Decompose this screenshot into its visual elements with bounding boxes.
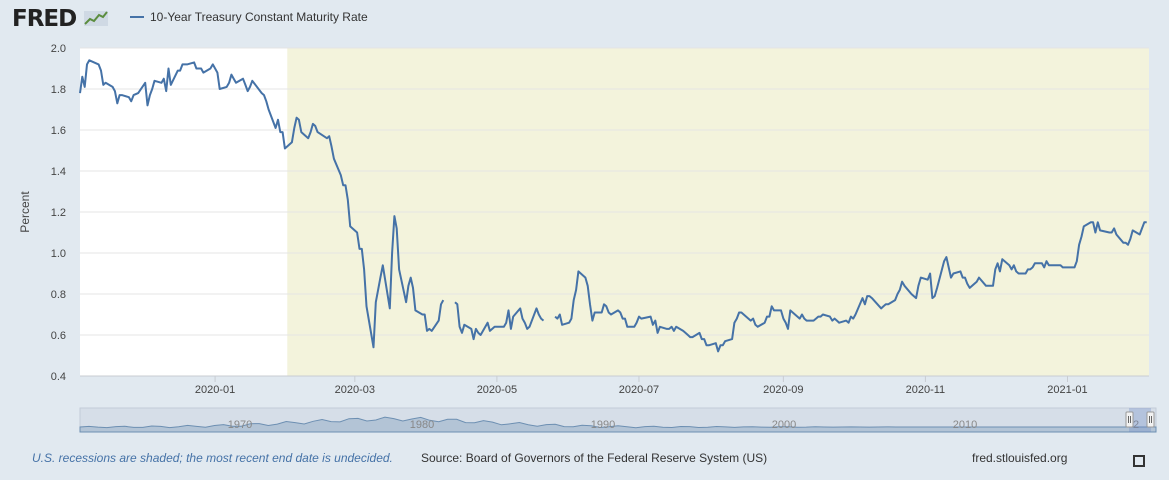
y-axis-ticks: 0.4 0.6 0.8 1.0 1.2 1.4 1.6 1.8 2.0 [51,43,66,383]
navigator-selection [1129,408,1151,432]
x-tick-label: 2020-11 [906,384,946,396]
fred-logo[interactable]: FRED [12,6,109,32]
navigator-year-label: 2000 [772,419,796,431]
x-tick-label: 2020-05 [477,384,517,396]
navigator-year-label: 2010 [953,419,977,431]
x-tick-label: 2021-01 [1047,384,1087,396]
y-tick-label: 1.4 [51,166,66,178]
fullscreen-icon[interactable] [1133,455,1145,467]
legend: 10-Year Treasury Constant Maturity Rate [130,10,368,24]
navigator-series [79,416,1157,433]
x-tick-label: 2020-03 [335,384,375,396]
x-tick-label: 2020-09 [763,384,803,396]
y-tick-label: 0.6 [51,330,66,342]
legend-swatch [130,16,144,18]
range-navigator[interactable]: 1970 1980 1990 2000 2010 2 [79,407,1157,433]
gridlines [80,47,1149,377]
logo-chart-icon [84,11,109,26]
navigator-year-label: 2 [1133,419,1139,431]
y-axis-label: Percent [18,191,32,233]
x-tick-label: 2020-01 [195,384,235,396]
recession-note: U.S. recessions are shaded; the most rec… [32,451,393,465]
y-tick-label: 0.8 [51,289,66,301]
legend-label: 10-Year Treasury Constant Maturity Rate [150,10,368,24]
y-tick-label: 0.4 [51,371,66,383]
y-tick-label: 1.0 [51,248,66,260]
series-10yr-treasury [79,59,1147,353]
y-tick-label: 1.2 [51,207,66,219]
source-note: Source: Board of Governors of the Federa… [421,451,768,465]
navigator-year-label: 1980 [410,419,434,431]
y-tick-label: 2.0 [51,43,66,55]
navigator-year-label: 1990 [591,419,615,431]
navigator-handle [1146,411,1155,428]
y-tick-label: 1.8 [51,84,66,96]
navigator-handle [1125,411,1134,428]
y-tick-label: 1.6 [51,125,66,137]
series-line [79,59,1147,353]
x-tick-label: 2020-07 [619,384,659,396]
navigator-year-label: 1970 [228,419,252,431]
fred-logo-text: FRED [12,6,77,32]
x-axis-ticks: 2020-01 2020-03 2020-05 2020-07 2020-09 2020-… [195,376,1088,396]
site-link[interactable]: fred.stlouisfed.org [972,451,1068,465]
